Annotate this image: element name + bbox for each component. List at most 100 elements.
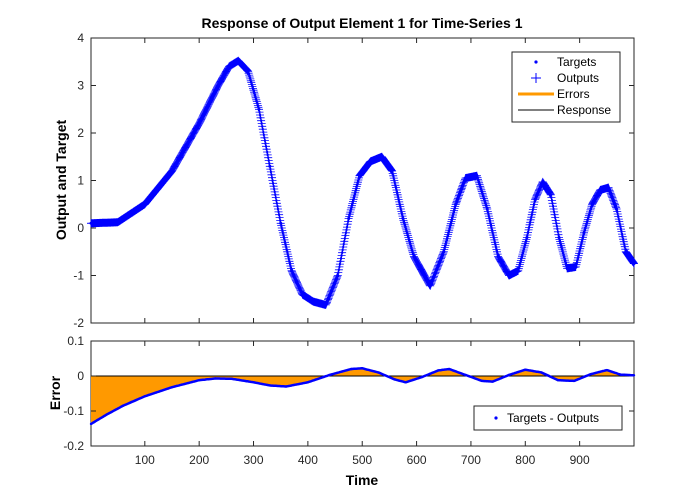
difference-point xyxy=(197,379,201,382)
targets-point xyxy=(475,174,479,178)
difference-point xyxy=(605,368,609,372)
error-x-tick-label: 400 xyxy=(298,453,318,467)
difference-point xyxy=(404,381,407,384)
difference-point xyxy=(556,379,560,382)
difference-point xyxy=(480,379,484,383)
error-legend: Targets - Outputs xyxy=(473,405,623,431)
difference-point xyxy=(540,371,543,374)
response-y-ticks: -2 -1 0 1 2 3 4 xyxy=(73,31,634,330)
targets-point xyxy=(485,207,489,211)
response-y-tick-label: -1 xyxy=(73,269,84,283)
difference-point xyxy=(143,395,147,398)
targets-point xyxy=(615,207,619,211)
difference-point xyxy=(105,413,108,416)
difference-point xyxy=(632,374,636,377)
targets-point xyxy=(541,180,545,184)
targets-point xyxy=(311,300,315,304)
targets-point xyxy=(268,164,272,168)
error-legend-box xyxy=(473,405,623,431)
targets-point xyxy=(89,221,93,225)
difference-point xyxy=(524,368,527,371)
difference-point xyxy=(252,381,255,384)
targets-point xyxy=(227,65,231,68)
targets-point xyxy=(525,236,529,239)
error-x-tick-label: 800 xyxy=(515,453,535,467)
targets-point xyxy=(170,169,174,173)
error-series xyxy=(89,367,636,426)
legend-outputs-marker xyxy=(531,73,541,83)
targets-point xyxy=(336,274,340,277)
difference-point xyxy=(170,386,174,389)
error-y-tick-label: -0.2 xyxy=(63,439,84,453)
response-axes: -2 -1 0 1 2 3 4 Output and Target Targets Outp… xyxy=(53,31,638,330)
targets-point xyxy=(380,155,384,159)
difference-point xyxy=(437,369,440,372)
targets-point xyxy=(533,198,537,201)
difference-point xyxy=(306,381,310,384)
difference-point xyxy=(573,379,576,383)
targets-point xyxy=(464,176,468,180)
targets-point xyxy=(516,269,520,273)
targets-point xyxy=(590,202,594,206)
targets-point xyxy=(290,269,294,273)
targets-point xyxy=(549,193,553,197)
error-x-tick-label: 100 xyxy=(135,453,155,467)
targets-point xyxy=(454,202,458,206)
difference-point xyxy=(284,385,288,388)
targets-point xyxy=(401,217,405,220)
response-x-ticks xyxy=(144,38,581,323)
targets-point xyxy=(279,221,283,225)
legend-response-label: Response xyxy=(557,103,611,117)
error-x-tick-label: 300 xyxy=(244,453,264,467)
response-series xyxy=(87,56,638,309)
targets-point xyxy=(582,231,586,235)
targets-point xyxy=(507,274,511,277)
targets-point xyxy=(368,160,372,163)
error-y-ticks: -0.2 -0.1 0 0.1 xyxy=(63,334,634,453)
targets-point xyxy=(598,188,602,192)
targets-point xyxy=(216,84,220,87)
error-x-tick-label: 900 xyxy=(570,453,590,467)
error-x-label: Time xyxy=(346,472,379,488)
difference-point xyxy=(328,373,331,377)
legend-difference-marker xyxy=(494,416,498,420)
targets-point xyxy=(428,284,432,288)
difference-point xyxy=(230,377,233,380)
difference-point xyxy=(420,375,424,379)
difference-point xyxy=(619,373,622,376)
figure-title: Response of Output Element 1 for Time-Se… xyxy=(201,15,522,31)
error-y-tick-label: -0.1 xyxy=(63,404,84,418)
difference-point xyxy=(491,380,494,383)
error-x-tick-label: 500 xyxy=(352,453,372,467)
targets-point xyxy=(565,266,569,270)
error-y-label: Error xyxy=(47,375,63,410)
response-legend: Targets Outputs Errors Response xyxy=(511,51,621,123)
difference-point xyxy=(214,377,217,380)
difference-point xyxy=(447,367,451,371)
legend-targets-label: Targets xyxy=(557,55,596,69)
difference-point xyxy=(350,367,353,371)
targets-point xyxy=(197,122,201,125)
difference-point xyxy=(393,378,397,381)
targets-point xyxy=(236,59,240,63)
targets-point xyxy=(390,169,394,173)
response-y-tick-label: 2 xyxy=(77,126,84,140)
targets-point xyxy=(143,202,147,206)
difference-point xyxy=(361,367,364,370)
response-y-tick-label: 3 xyxy=(77,79,84,93)
error-fill xyxy=(91,368,634,424)
error-axes: -0.2 -0.1 0 0.1 100 200 300 400 500 600 700 800 900… xyxy=(47,334,636,488)
difference-point xyxy=(268,384,272,387)
error-x-ticks: 100 200 300 400 500 600 700 800 900 xyxy=(135,341,590,467)
response-y-label: Output and Target xyxy=(53,120,69,241)
targets-point xyxy=(358,174,362,178)
difference-point xyxy=(121,404,125,407)
response-y-tick-label: 4 xyxy=(77,31,84,45)
error-y-tick-label: 0.1 xyxy=(67,334,84,348)
error-x-tick-label: 600 xyxy=(407,453,427,467)
difference-point xyxy=(377,371,380,374)
error-y-tick-label: 0 xyxy=(77,369,84,383)
legend-outputs-label: Outputs xyxy=(557,71,599,85)
error-x-tick-label: 200 xyxy=(189,453,209,467)
targets-point xyxy=(442,250,446,254)
